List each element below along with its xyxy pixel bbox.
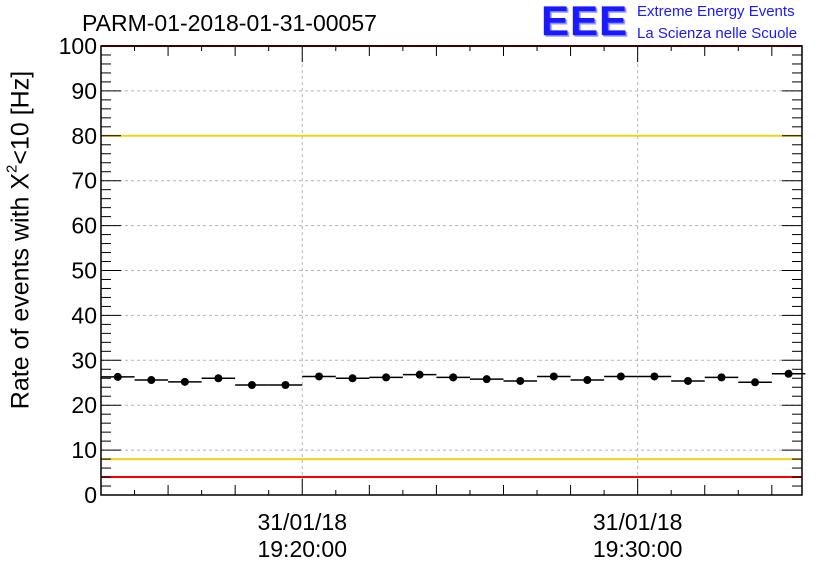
y-tick-labels: 0 10 20 30 40 50 60 70 80 90 100 xyxy=(59,33,97,508)
data-point xyxy=(214,374,223,383)
run-title: PARM-01-2018-01-31-00057 xyxy=(82,10,377,36)
grid-lines xyxy=(101,46,802,495)
y-tick-label: 0 xyxy=(84,482,97,508)
data-point xyxy=(650,372,659,381)
x-tick-label-time: 19:30:00 xyxy=(593,536,683,562)
y-tick-label: 80 xyxy=(71,123,97,149)
x-tick-label-date: 31/01/18 xyxy=(257,509,347,535)
data-point xyxy=(382,373,391,382)
y-tick-label: 40 xyxy=(71,302,97,328)
logo-line-1: Extreme Energy Events xyxy=(637,3,795,20)
data-point xyxy=(247,380,256,389)
y-tick-label: 20 xyxy=(71,392,97,418)
data-point xyxy=(616,372,625,381)
y-axis-label-superscript: 2 xyxy=(3,164,21,173)
y-axis-label-suffix: <10 [Hz] xyxy=(6,70,35,165)
y-tick-label: 50 xyxy=(71,258,97,284)
y-tick-label: 60 xyxy=(71,213,97,239)
data-point xyxy=(784,369,793,378)
x-tick-label-time: 19:20:00 xyxy=(257,536,347,562)
data-point xyxy=(348,374,357,383)
x-tick-label-date: 31/01/18 xyxy=(593,509,683,535)
y-tick-label: 10 xyxy=(71,437,97,463)
data-point xyxy=(415,370,424,379)
data-point xyxy=(281,380,290,389)
data-series xyxy=(101,369,806,389)
data-point xyxy=(683,376,692,385)
y-tick-label: 100 xyxy=(59,33,97,59)
y-tick-label: 90 xyxy=(71,78,97,104)
reference-lines xyxy=(101,45,802,479)
logo-line-2: La Scienza nelle Scuole xyxy=(637,25,798,42)
data-point xyxy=(549,372,558,381)
axis-ticks xyxy=(100,45,802,496)
data-point xyxy=(315,372,324,381)
y-tick-label: 70 xyxy=(71,168,97,194)
data-point xyxy=(113,372,122,381)
data-point xyxy=(516,376,525,385)
data-point xyxy=(180,377,189,386)
data-point xyxy=(482,375,491,384)
eee-logo-mark: EEE xyxy=(541,0,629,44)
y-tick-label: 30 xyxy=(71,347,97,373)
data-point xyxy=(583,376,592,385)
y-axis-label-prefix: Rate of events with X xyxy=(6,172,35,410)
y-axis-label: Rate of events with X2<10 [Hz] xyxy=(3,70,35,410)
eee-logo: EEE Extreme Energy Events La Scienza nel… xyxy=(541,0,831,45)
data-point xyxy=(449,373,458,382)
data-point xyxy=(147,376,156,385)
data-point xyxy=(751,378,760,387)
data-point xyxy=(717,373,726,382)
